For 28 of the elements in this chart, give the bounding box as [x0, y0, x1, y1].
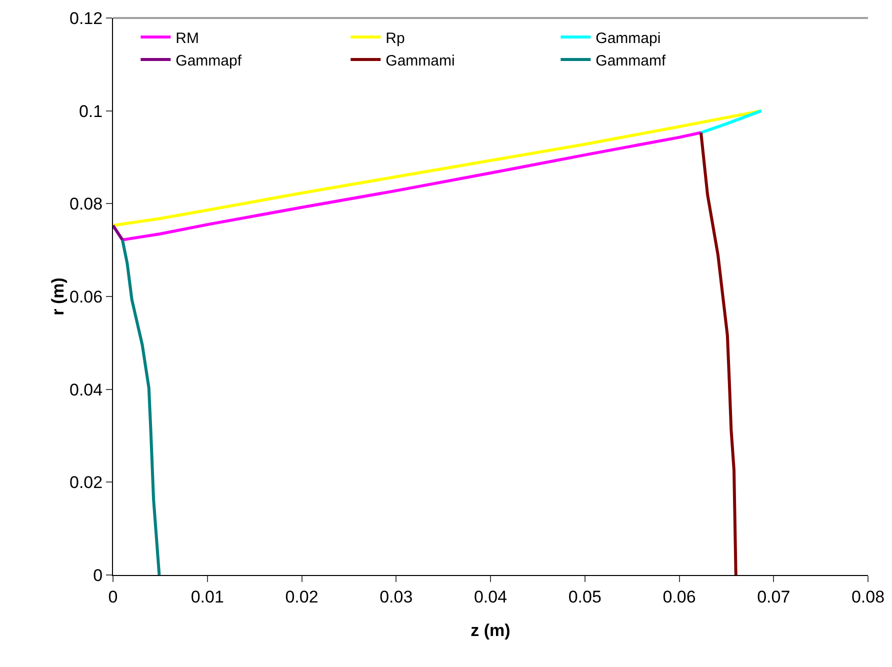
legend-label: Gammapf	[176, 52, 242, 70]
y-tick-label: 0.06	[70, 287, 103, 306]
legend-label: RM	[176, 30, 199, 47]
legend-label: Gammamf	[596, 52, 666, 70]
x-tick-label: 0.05	[568, 587, 602, 606]
y-tick-label: 0.1	[78, 102, 103, 121]
y-tick-label: 0.08	[70, 194, 103, 214]
line-series	[120, 238, 161, 575]
y-tick-label: 0.12	[70, 8, 103, 28]
x-tick-label: 0.02	[285, 587, 318, 606]
x-tick-label: 0	[108, 587, 118, 606]
x-tick-label: 0.01	[190, 587, 224, 606]
x-tick-label: 0.04	[474, 587, 508, 606]
line-series	[699, 131, 738, 575]
y-axis-title: r (m)	[48, 278, 68, 316]
line-series	[120, 131, 702, 242]
x-axis-title: z (m)	[470, 621, 510, 640]
y-tick-label: 0.04	[70, 380, 103, 400]
x-tick-label: 0.06	[662, 587, 696, 606]
legend-label: Rp	[386, 30, 405, 47]
legend-label: Gammami	[386, 52, 455, 70]
y-tick-label: 0	[93, 566, 103, 585]
x-tick-label: 0.03	[380, 587, 413, 606]
line-series	[113, 109, 763, 227]
y-tick-label: 0.02	[70, 473, 103, 492]
x-tick-label: 0.08	[851, 587, 885, 606]
x-tick-label: 0.07	[757, 587, 790, 606]
legend-label: Gammapi	[596, 30, 661, 47]
